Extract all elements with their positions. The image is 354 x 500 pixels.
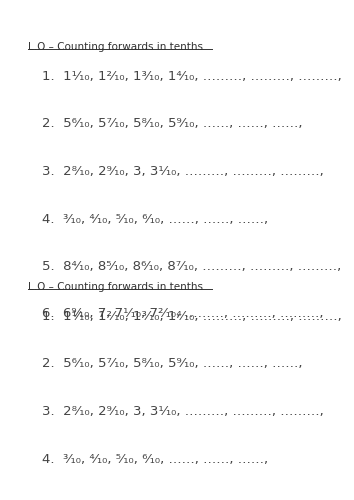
Text: 3.  2⁸⁄₁₀, 2⁹⁄₁₀, 3, 3¹⁄₁₀, ………, ………, ………,: 3. 2⁸⁄₁₀, 2⁹⁄₁₀, 3, 3¹⁄₁₀, ………, ………, ………… — [42, 165, 324, 178]
Text: 5.  8⁴⁄₁₀, 8⁵⁄₁₀, 8⁶⁄₁₀, 8⁷⁄₁₀, ………, ………, ………,: 5. 8⁴⁄₁₀, 8⁵⁄₁₀, 8⁶⁄₁₀, 8⁷⁄₁₀, ………, ………,… — [42, 260, 342, 273]
Text: L.O – Counting forwards in tenths: L.O – Counting forwards in tenths — [28, 42, 203, 52]
Text: 2.  5⁶⁄₁₀, 5⁷⁄₁₀, 5⁸⁄₁₀, 5⁹⁄₁₀, ……, ……, ……,: 2. 5⁶⁄₁₀, 5⁷⁄₁₀, 5⁸⁄₁₀, 5⁹⁄₁₀, ……, ……, …… — [42, 358, 303, 370]
Text: 4.  ³⁄₁₀, ⁴⁄₁₀, ⁵⁄₁₀, ⁶⁄₁₀, ……, ……, ……,: 4. ³⁄₁₀, ⁴⁄₁₀, ⁵⁄₁₀, ⁶⁄₁₀, ……, ……, ……, — [42, 212, 269, 226]
Text: 2.  5⁶⁄₁₀, 5⁷⁄₁₀, 5⁸⁄₁₀, 5⁹⁄₁₀, ……, ……, ……,: 2. 5⁶⁄₁₀, 5⁷⁄₁₀, 5⁸⁄₁₀, 5⁹⁄₁₀, ……, ……, …… — [42, 118, 303, 130]
Text: 1.  1¹⁄₁₀, 1²⁄₁₀, 1³⁄₁₀, 1⁴⁄₁₀, ………, ………, ………,: 1. 1¹⁄₁₀, 1²⁄₁₀, 1³⁄₁₀, 1⁴⁄₁₀, ………, ………,… — [42, 310, 342, 323]
Text: 1.  1¹⁄₁₀, 1²⁄₁₀, 1³⁄₁₀, 1⁴⁄₁₀, ………, ………, ………,: 1. 1¹⁄₁₀, 1²⁄₁₀, 1³⁄₁₀, 1⁴⁄₁₀, ………, ………,… — [42, 70, 342, 83]
Text: L.O – Counting forwards in tenths: L.O – Counting forwards in tenths — [28, 282, 203, 292]
Text: 3.  2⁸⁄₁₀, 2⁹⁄₁₀, 3, 3¹⁄₁₀, ………, ………, ………,: 3. 2⁸⁄₁₀, 2⁹⁄₁₀, 3, 3¹⁄₁₀, ………, ………, ………… — [42, 405, 324, 418]
Text: 4.  ³⁄₁₀, ⁴⁄₁₀, ⁵⁄₁₀, ⁶⁄₁₀, ……, ……, ……,: 4. ³⁄₁₀, ⁴⁄₁₀, ⁵⁄₁₀, ⁶⁄₁₀, ……, ……, ……, — [42, 452, 269, 466]
Text: 6.  6⁹⁄₁₀, 7, 7¹⁄₁₀, 7²⁄₁₀, ………, ………, ………,: 6. 6⁹⁄₁₀, 7, 7¹⁄₁₀, 7²⁄₁₀, ………, ………, ………… — [42, 308, 324, 320]
